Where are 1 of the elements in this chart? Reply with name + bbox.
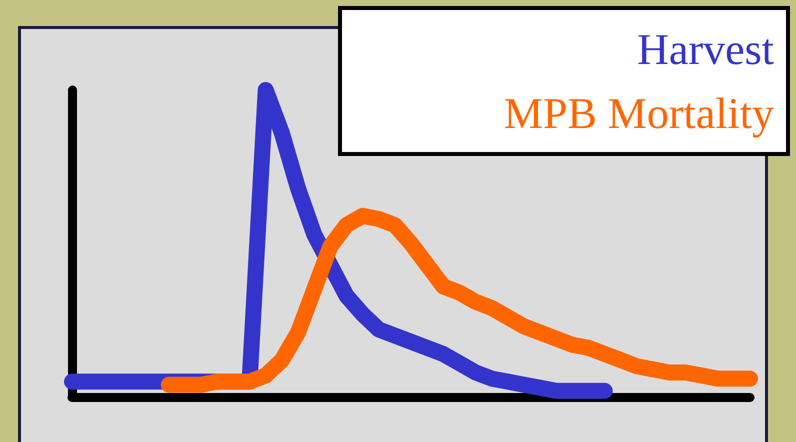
name-box: Harvest MPB Mortality: [338, 6, 790, 156]
